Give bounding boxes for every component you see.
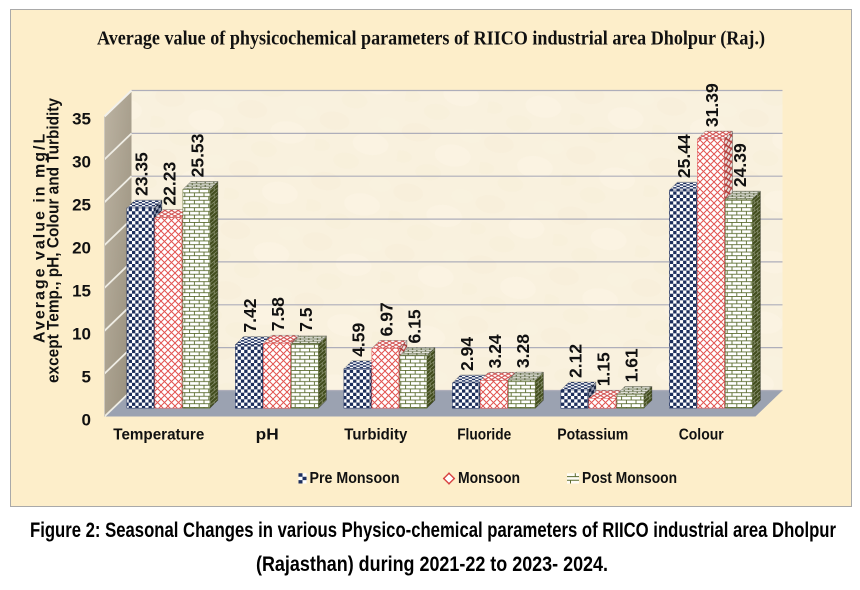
svg-text:24.39: 24.39 bbox=[730, 143, 750, 187]
svg-text:25: 25 bbox=[72, 196, 91, 215]
svg-text:7.5: 7.5 bbox=[296, 307, 316, 332]
svg-text:4.59: 4.59 bbox=[348, 322, 368, 356]
svg-text:0: 0 bbox=[82, 410, 91, 429]
svg-text:7.42: 7.42 bbox=[240, 298, 260, 332]
svg-text:2.94: 2.94 bbox=[457, 337, 477, 371]
svg-text:3.28: 3.28 bbox=[513, 334, 533, 368]
svg-text:15: 15 bbox=[72, 281, 91, 300]
svg-text:25.44: 25.44 bbox=[674, 134, 694, 178]
svg-text:5: 5 bbox=[82, 367, 91, 386]
svg-text:except Temp., pH, Colour and T: except Temp., pH, Colour and Turbidity bbox=[45, 97, 63, 383]
svg-text:10: 10 bbox=[72, 324, 91, 343]
svg-text:3.24: 3.24 bbox=[485, 334, 505, 368]
svg-text:30: 30 bbox=[72, 153, 91, 172]
svg-text:Fluoride: Fluoride bbox=[457, 427, 511, 444]
svg-text:22.23: 22.23 bbox=[159, 162, 179, 206]
svg-text:Post Monsoon: Post Monsoon bbox=[582, 470, 677, 487]
svg-text:Potassium: Potassium bbox=[557, 427, 628, 444]
svg-text:Average value of physicochemic: Average value of physicochemical paramet… bbox=[97, 28, 765, 49]
svg-text:25.53: 25.53 bbox=[187, 133, 207, 177]
svg-text:6.97: 6.97 bbox=[376, 302, 396, 336]
svg-text:Colour: Colour bbox=[679, 427, 724, 444]
svg-text:(Rajasthan) during 2021-22 to: (Rajasthan) during 2021-22 to 2023- 2024… bbox=[256, 553, 608, 576]
svg-text:7.58: 7.58 bbox=[268, 297, 288, 331]
svg-text:Monsoon: Monsoon bbox=[458, 470, 520, 487]
svg-text:Temperature: Temperature bbox=[113, 427, 204, 444]
svg-text:Pre Monsoon: Pre Monsoon bbox=[310, 470, 400, 487]
svg-text:Figure 2: Seasonal Changes in: Figure 2: Seasonal Changes in various Ph… bbox=[30, 519, 836, 542]
svg-text:23.35: 23.35 bbox=[131, 152, 151, 196]
svg-text:Average value in mg/L: Average value in mg/L bbox=[32, 132, 49, 343]
svg-text:31.39: 31.39 bbox=[702, 83, 722, 127]
svg-text:1.61: 1.61 bbox=[621, 348, 641, 382]
svg-text:Turbidity: Turbidity bbox=[344, 427, 407, 444]
svg-text:pH: pH bbox=[256, 427, 279, 444]
svg-text:2.12: 2.12 bbox=[565, 344, 585, 378]
svg-text:35: 35 bbox=[72, 110, 91, 129]
svg-text:20: 20 bbox=[72, 238, 91, 257]
svg-text:6.15: 6.15 bbox=[404, 309, 424, 343]
svg-text:1.15: 1.15 bbox=[593, 352, 613, 386]
